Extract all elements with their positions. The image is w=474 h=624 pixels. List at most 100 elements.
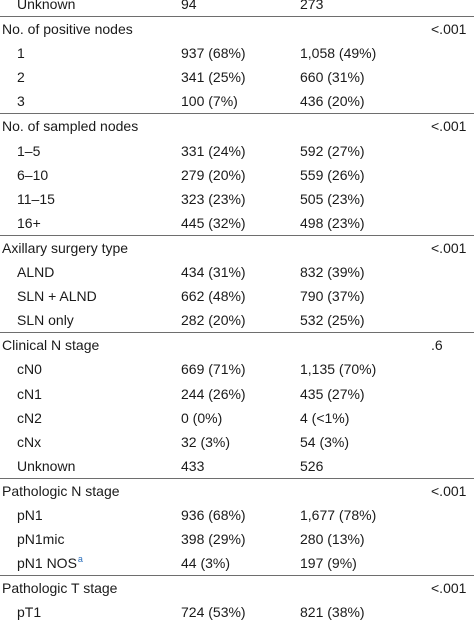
row-label: cNx bbox=[17, 433, 42, 450]
table-row: ALND 434 (31%) 832 (39%) bbox=[0, 260, 474, 284]
value-cell-group-2: 660 (31%) bbox=[300, 69, 365, 86]
value-cell-group-2: 435 (27%) bbox=[300, 385, 365, 402]
row-label: 1 bbox=[17, 45, 25, 62]
value-cell-group-2: 526 bbox=[300, 457, 324, 474]
value-cell-group-2: 532 (25%) bbox=[300, 312, 365, 329]
table-row: 16+ 445 (32%) 498 (23%) bbox=[0, 211, 474, 235]
value-cell-group-2: 1,058 (49%) bbox=[300, 45, 377, 62]
value-cell-group-2: 273 bbox=[300, 0, 324, 12]
footnote-marker: a bbox=[77, 554, 83, 565]
value-cell-group-1: 244 (26%) bbox=[181, 385, 246, 402]
value-cell-group-2: 832 (39%) bbox=[300, 264, 365, 281]
table-row: cN2 0 (0%) 4 (<1%) bbox=[0, 406, 474, 430]
section-label: Pathologic N stage bbox=[2, 482, 120, 499]
table-row: pT1 724 (53%) 821 (38%) bbox=[0, 600, 474, 624]
section-label: No. of positive nodes bbox=[2, 21, 133, 38]
value-cell-group-1: 434 (31%) bbox=[181, 264, 246, 281]
table-row: 1–5 331 (24%) 592 (27%) bbox=[0, 139, 474, 163]
value-cell-group-1: 32 (3%) bbox=[181, 433, 231, 450]
section-header-row: Pathologic N stage <.001 bbox=[0, 477, 474, 503]
row-label: SLN only bbox=[17, 312, 74, 329]
value-cell-group-2: 197 (9%) bbox=[300, 555, 357, 572]
section-header-row: Pathologic T stage <.001 bbox=[0, 575, 474, 600]
table-row: pN1mic 398 (29%) 280 (13%) bbox=[0, 527, 474, 551]
row-label: 1–5 bbox=[17, 142, 41, 159]
value-cell-group-1: 331 (24%) bbox=[181, 142, 246, 159]
value-cell-group-2: 436 (20%) bbox=[300, 93, 365, 110]
value-cell-group-1: 445 (32%) bbox=[181, 214, 246, 231]
p-value-cell: <.001 bbox=[431, 118, 467, 135]
value-cell-group-1: 323 (23%) bbox=[181, 190, 246, 207]
row-label: pN1mic bbox=[17, 531, 65, 548]
row-label: 6–10 bbox=[17, 166, 49, 183]
table-row: Unknown 94 273 bbox=[0, 0, 474, 16]
row-label: SLN + ALND bbox=[17, 288, 97, 305]
row-label: ALND bbox=[17, 264, 55, 281]
value-cell-group-2: 505 (23%) bbox=[300, 190, 365, 207]
value-cell-group-2: 821 (38%) bbox=[300, 604, 365, 621]
value-cell-group-1: 398 (29%) bbox=[181, 531, 246, 548]
row-label: cN2 bbox=[17, 409, 42, 426]
row-label: cN0 bbox=[17, 361, 42, 378]
value-cell-group-1: 341 (25%) bbox=[181, 69, 246, 86]
table-row: 6–10 279 (20%) 559 (26%) bbox=[0, 163, 474, 187]
row-label: Unknown bbox=[17, 457, 76, 474]
p-value-cell: <.001 bbox=[431, 482, 467, 499]
value-cell-group-1: 662 (48%) bbox=[181, 288, 246, 305]
table-row: SLN + ALND 662 (48%) 790 (37%) bbox=[0, 284, 474, 308]
table-row: pN1 936 (68%) 1,677 (78%) bbox=[0, 503, 474, 527]
value-cell-group-1: 94 bbox=[181, 0, 197, 12]
row-label: pN1 NOSa bbox=[17, 554, 83, 572]
value-cell-group-2: 54 (3%) bbox=[300, 433, 350, 450]
value-cell-group-1: 279 (20%) bbox=[181, 166, 246, 183]
table-row: cN1 244 (26%) 435 (27%) bbox=[0, 382, 474, 406]
value-cell-group-2: 280 (13%) bbox=[300, 531, 365, 548]
value-cell-group-1: 433 bbox=[181, 457, 205, 474]
table-row: Unknown 433 526 bbox=[0, 454, 474, 478]
value-cell-group-1: 669 (71%) bbox=[181, 361, 246, 378]
row-label: pT1 bbox=[17, 604, 42, 621]
value-cell-group-1: 937 (68%) bbox=[181, 45, 246, 62]
p-value-cell: <.001 bbox=[431, 239, 467, 256]
section-header-row: Axillary surgery type <.001 bbox=[0, 234, 474, 260]
value-cell-group-1: 44 (3%) bbox=[181, 555, 231, 572]
row-label: Unknown bbox=[17, 0, 76, 12]
table-row: cNx 32 (3%) 54 (3%) bbox=[0, 430, 474, 454]
table-row: 11–15 323 (23%) 505 (23%) bbox=[0, 187, 474, 211]
row-label: cN1 bbox=[17, 385, 42, 402]
value-cell-group-2: 4 (<1%) bbox=[300, 409, 350, 426]
section-header-row: Clinical N stage .6 bbox=[0, 332, 474, 357]
row-label: 2 bbox=[17, 69, 25, 86]
value-cell-group-2: 559 (26%) bbox=[300, 166, 365, 183]
section-label: Pathologic T stage bbox=[2, 580, 118, 597]
value-cell-group-2: 498 (23%) bbox=[300, 214, 365, 231]
value-cell-group-2: 790 (37%) bbox=[300, 288, 365, 305]
p-value-cell: .6 bbox=[431, 337, 443, 354]
section-label: No. of sampled nodes bbox=[2, 118, 139, 135]
value-cell-group-1: 0 (0%) bbox=[181, 409, 223, 426]
table-row: 1 937 (68%) 1,058 (49%) bbox=[0, 41, 474, 65]
table-row: 2 341 (25%) 660 (31%) bbox=[0, 65, 474, 89]
section-label: Clinical N stage bbox=[2, 337, 100, 354]
table-row: pN1 NOSa 44 (3%) 197 (9%) bbox=[0, 551, 474, 575]
p-value-cell: <.001 bbox=[431, 580, 467, 597]
section-header-row: No. of sampled nodes <.001 bbox=[0, 113, 474, 138]
row-label: 16+ bbox=[17, 214, 41, 231]
value-cell-group-2: 592 (27%) bbox=[300, 142, 365, 159]
row-label: 11–15 bbox=[17, 190, 55, 207]
section-label: Axillary surgery type bbox=[2, 239, 129, 256]
table-row: SLN only 282 (20%) 532 (25%) bbox=[0, 308, 474, 332]
row-label: pN1 bbox=[17, 506, 43, 523]
value-cell-group-2: 1,135 (70%) bbox=[300, 361, 377, 378]
value-cell-group-1: 100 (7%) bbox=[181, 93, 238, 110]
table-row: cN0 669 (71%) 1,135 (70%) bbox=[0, 357, 474, 381]
value-cell-group-1: 724 (53%) bbox=[181, 604, 246, 621]
value-cell-group-1: 282 (20%) bbox=[181, 312, 246, 329]
value-cell-group-1: 936 (68%) bbox=[181, 506, 246, 523]
table-row: 3 100 (7%) 436 (20%) bbox=[0, 89, 474, 113]
section-header-row: No. of positive nodes <.001 bbox=[0, 16, 474, 41]
value-cell-group-2: 1,677 (78%) bbox=[300, 506, 377, 523]
row-label: 3 bbox=[17, 93, 25, 110]
p-value-cell: <.001 bbox=[431, 21, 467, 38]
